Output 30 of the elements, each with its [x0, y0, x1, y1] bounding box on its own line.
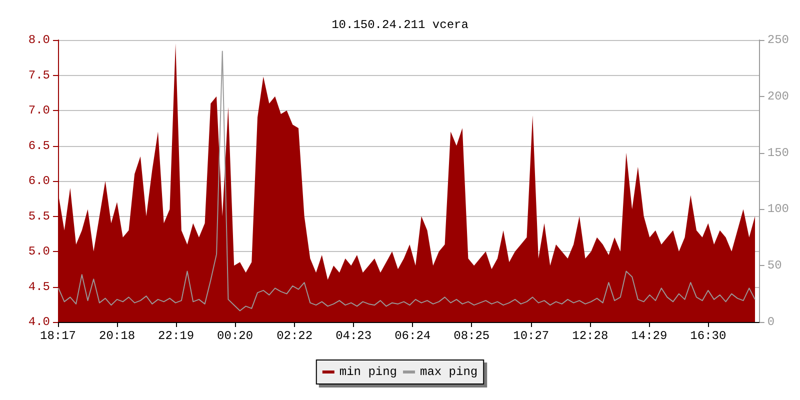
- x-tick-label: 18:17: [40, 329, 76, 343]
- y-tick-label: 7.0: [28, 104, 50, 118]
- y-tick-label: 7.5: [28, 68, 50, 82]
- x-tick-label: 16:30: [690, 329, 726, 343]
- x-tick-label: 14:29: [631, 329, 668, 343]
- legend-label: min ping: [339, 365, 397, 379]
- y-tick-label: 6.0: [28, 174, 50, 188]
- y2-tick-label: 0: [767, 315, 775, 329]
- x-tick-label: 04:23: [336, 329, 372, 343]
- y-tick-label: 4.0: [28, 315, 50, 329]
- y-tick-label: 4.5: [28, 280, 50, 294]
- legend-label: max ping: [420, 365, 478, 379]
- x-tick-label: 10:27: [513, 329, 550, 343]
- y2-tick-label: 200: [767, 89, 790, 104]
- x-tick-label: 12:28: [572, 329, 608, 343]
- y2-tick-label: 250: [767, 33, 790, 47]
- y-tick-label: 5.0: [28, 244, 50, 258]
- chart-title: 10.150.24.211 vcera: [332, 18, 468, 32]
- x-tick-label: 02:22: [276, 329, 313, 343]
- y2-tick-label: 50: [767, 258, 782, 273]
- y2-tick-label: 100: [767, 202, 790, 216]
- x-tick-label: 20:18: [99, 329, 136, 343]
- y2-tick-label: 150: [767, 146, 790, 160]
- y-tick-label: 6.5: [28, 138, 50, 153]
- x-tick-label: 22:19: [158, 329, 194, 343]
- y-tick-label: 8.0: [28, 33, 50, 47]
- y-tick-label: 5.5: [28, 209, 50, 224]
- x-tick-label: 08:25: [454, 329, 490, 343]
- x-tick-label: 06:24: [394, 329, 431, 343]
- x-tick-label: 00:20: [217, 329, 254, 343]
